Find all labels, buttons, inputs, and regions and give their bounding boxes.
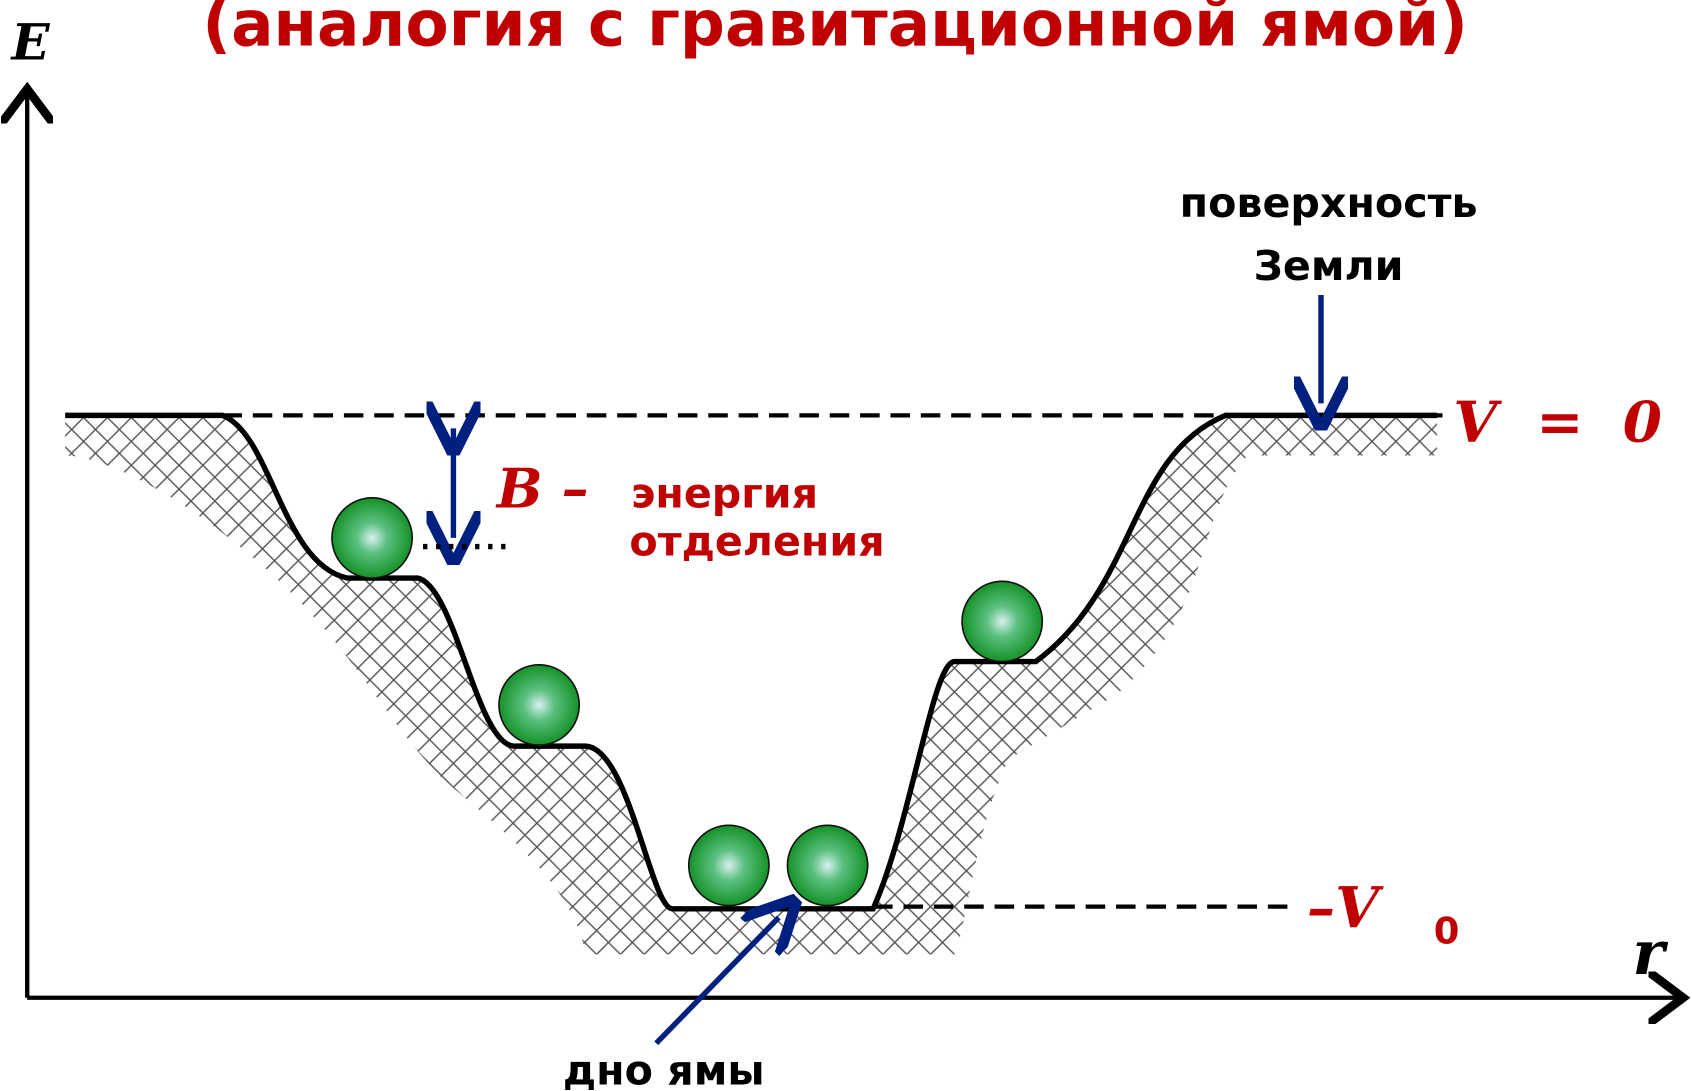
ball [962, 581, 1042, 661]
surface-line-2: Земли [1254, 242, 1404, 290]
surface-line-1: поверхность [1180, 179, 1478, 227]
binding-line-1: энергия [631, 470, 818, 518]
x-axis-label: r [1633, 918, 1669, 989]
v0-subscript: 0 [1434, 910, 1460, 953]
ball [689, 825, 769, 905]
bottom-label: дно ямы [563, 1046, 765, 1091]
ball [499, 665, 579, 745]
ball [787, 825, 867, 905]
b-label: B – [495, 457, 589, 521]
y-axis-label: E [9, 13, 50, 72]
v-zero-label: V = 0 [1453, 389, 1662, 455]
binding-line-2: отделения [629, 517, 884, 565]
diagram: (аналогия с гравитационной ямой) E r B –… [0, 0, 1692, 1091]
ball [332, 498, 412, 578]
v0-label: –V [1307, 875, 1384, 941]
title: (аналогия с гравитационной ямой) [202, 0, 1468, 61]
